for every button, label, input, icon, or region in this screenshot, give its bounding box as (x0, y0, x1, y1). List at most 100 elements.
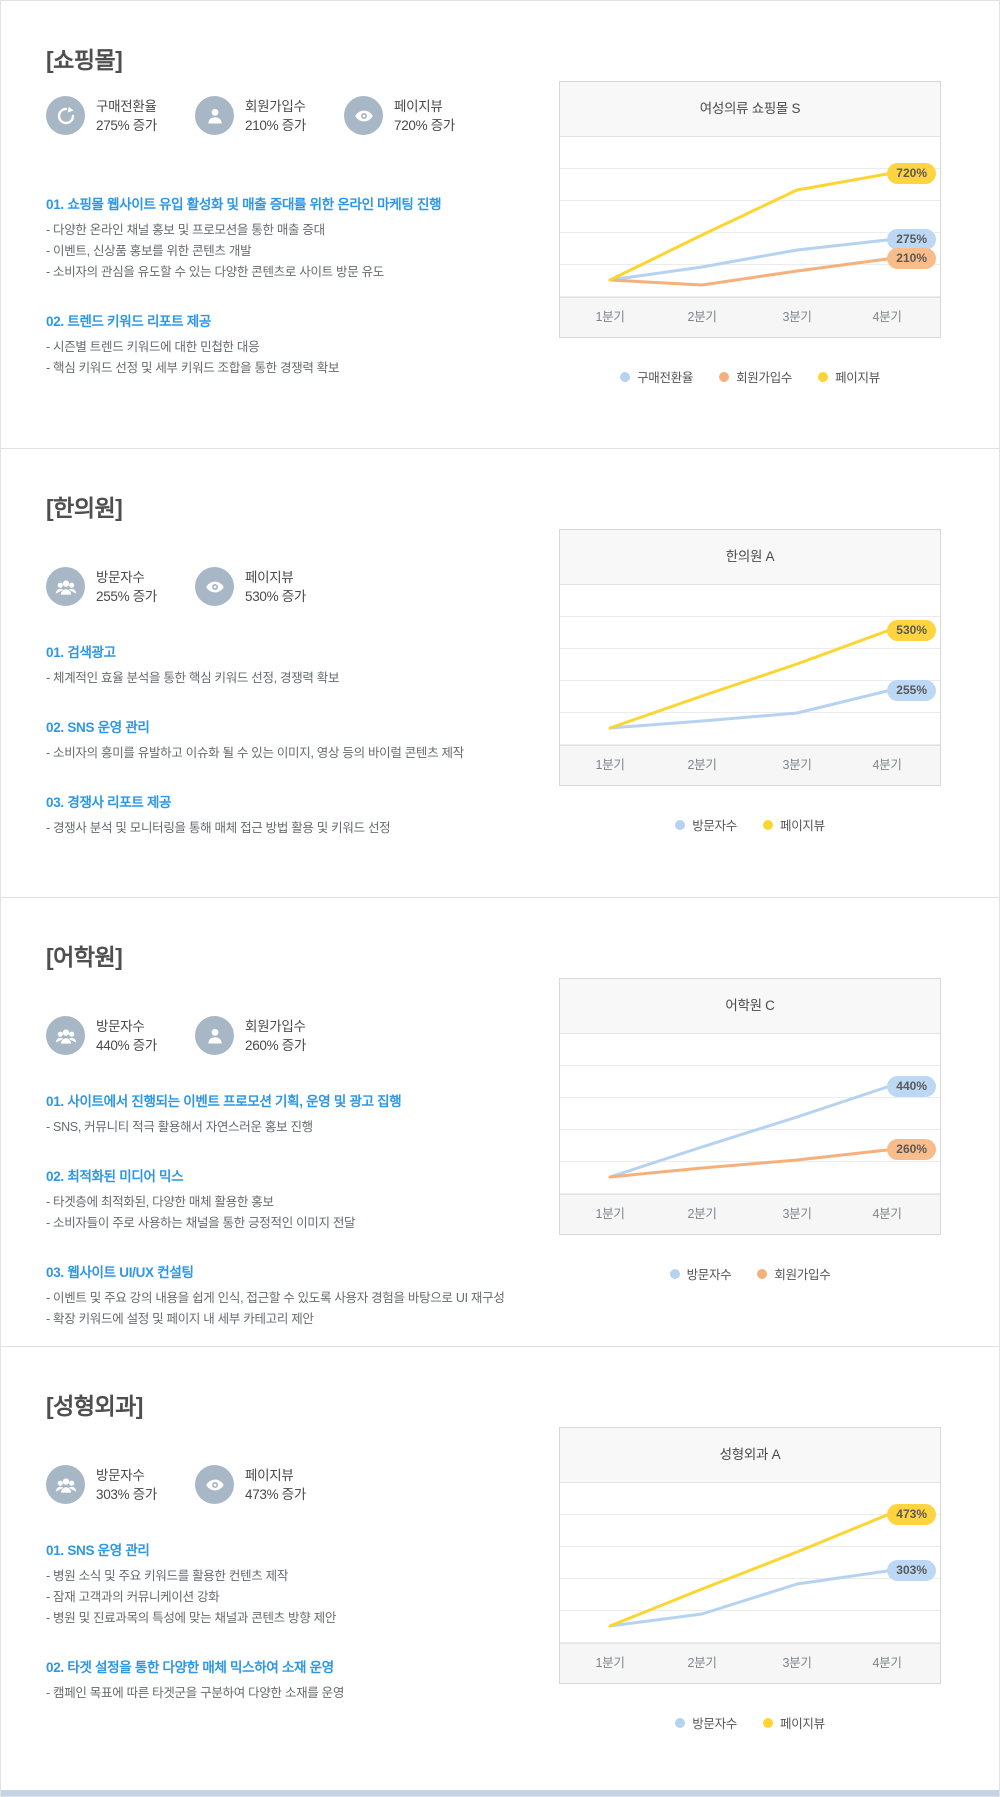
line-방문자수 (608, 1085, 889, 1179)
value-badge-페이지뷰: 530% (887, 620, 936, 641)
legend-label: 방문자수 (692, 819, 737, 833)
legend-label: 페이지뷰 (835, 371, 880, 385)
chart-plot-area: 440% 260% (560, 1034, 940, 1194)
section-title: [성형외과] (46, 1393, 143, 1419)
stat-value: 260% 증가 (245, 1037, 307, 1053)
item-bullet: - 병원 및 진료과목의 특성에 맞는 채널과 콘텐츠 방향 제안 (46, 1611, 337, 1625)
x-axis-label: 2분기 (687, 310, 717, 324)
item-heading: 01. SNS 운영 관리 (46, 1543, 150, 1558)
item-heading: 02. 트렌드 키워드 리포트 제공 (46, 314, 211, 329)
stats-row: 방문자수 255% 증가 페이지뷰 530% 증가 (46, 567, 344, 606)
stat-text: 방문자수 440% 증가 (96, 1017, 157, 1055)
visitors-icon-circle (46, 1465, 85, 1504)
chart-x-axis: 1분기 2분기 3분기 4분기 (560, 745, 940, 785)
stat-구매전환율: 구매전환율 275% 증가 (46, 96, 195, 135)
stats-row: 방문자수 303% 증가 페이지뷰 473% 증가 (46, 1465, 344, 1504)
line-페이지뷰 (608, 172, 889, 282)
chart-x-axis: 1분기 2분기 3분기 4분기 (560, 297, 940, 337)
stat-text: 회원가입수 260% 증가 (245, 1017, 306, 1055)
stat-value: 275% 증가 (96, 117, 158, 133)
item-heading: 03. 웹사이트 UI/UX 컨설팅 (46, 1265, 194, 1280)
legend-dot (719, 371, 730, 382)
stat-label: 회원가입수 (245, 98, 306, 114)
x-axis-label: 3분기 (782, 310, 812, 324)
pageview-icon (205, 581, 224, 592)
item-heading: 01. 검색광고 (46, 645, 116, 660)
line-회원가입수 (608, 1148, 889, 1179)
result-chart: 성형외과 A 303% 473% 1분기 2분기 3분기 4분기 (559, 1427, 941, 1684)
line-방문자수 (608, 689, 889, 730)
stat-label: 페이지뷰 (245, 1467, 294, 1483)
stat-text: 회원가입수 210% 증가 (245, 97, 306, 135)
item-heading: 01. 쇼핑몰 웹사이트 유입 활성화 및 매출 증대를 위한 온라인 마케팅 … (46, 197, 442, 212)
item-bullet: - 확장 키워드에 설정 및 페이지 내 세부 카테고리 제안 (46, 1312, 314, 1326)
chart-title: 한의원 A (560, 530, 940, 585)
case-study-section: [한의원] 방문자수 255% 증가 페이지뷰 530% 증가 01. 검색광고 - … (1, 449, 999, 898)
chart-lines (608, 1085, 889, 1179)
stat-text: 방문자수 255% 증가 (96, 568, 157, 606)
member-icon (207, 1028, 222, 1043)
stat-label: 방문자수 (96, 1018, 145, 1034)
service-item: 01. 사이트에서 진행되는 이벤트 프로모션 기획, 운영 및 광고 집행 - … (46, 1090, 562, 1138)
stat-value: 440% 증가 (96, 1037, 158, 1053)
x-axis-label: 4분기 (872, 310, 902, 324)
member-icon (207, 108, 222, 123)
member-icon-circle (195, 1016, 234, 1055)
pageview-icon-circle (195, 1465, 234, 1504)
stat-label: 페이지뷰 (394, 98, 443, 114)
legend-label: 회원가입수 (774, 1268, 831, 1282)
item-heading: 01. 사이트에서 진행되는 이벤트 프로모션 기획, 운영 및 광고 집행 (46, 1094, 402, 1109)
result-chart: 여성의류 쇼핑몰 S 275% 210% 720% 1분기 2분기 3분기 4분기 (559, 81, 941, 338)
item-bullet: - 캠페인 목표에 따른 타겟군을 구분하여 다양한 소재를 운영 (46, 1686, 345, 1700)
case-study-section: [쇼핑몰] 구매전환율 275% 증가 회원가입수 210% 증가 페이지뷰 720%… (1, 1, 999, 449)
service-item: 02. 트렌드 키워드 리포트 제공 - 시즌별 트렌드 키워드에 대한 민첩한 … (46, 310, 562, 379)
x-axis-label: 3분기 (782, 1207, 812, 1221)
service-item: 01. SNS 운영 관리 - 병원 소식 및 주요 키워드를 활용한 컨텐츠 제… (46, 1539, 562, 1629)
legend-dot (818, 371, 829, 382)
item-bullet: - 이벤트, 신상품 홍보를 위한 콘텐츠 개발 (46, 244, 252, 258)
x-axis-label: 1분기 (595, 1207, 625, 1221)
item-heading: 02. SNS 운영 관리 (46, 720, 150, 735)
stat-value: 255% 증가 (96, 588, 158, 604)
value-badge-방문자수: 303% (887, 1560, 936, 1581)
chart-plot-area: 255% 530% (560, 585, 940, 745)
x-axis-label: 3분기 (782, 1656, 812, 1670)
case-study-section: [어학원] 방문자수 440% 증가 회원가입수 260% 증가 01. 사이트에서… (1, 898, 999, 1347)
x-axis-label: 2분기 (687, 1207, 717, 1221)
service-item: 02. SNS 운영 관리 - 소비자의 흥미를 유발하고 이슈화 될 수 있는 … (46, 716, 562, 764)
x-axis-label: 2분기 (687, 758, 717, 772)
pageview-icon-circle (344, 96, 383, 135)
refresh-icon (57, 106, 74, 124)
stat-value: 473% 증가 (245, 1486, 307, 1502)
chart-lines (608, 629, 889, 730)
chart-legend: 방문자수 회원가입수 (559, 1264, 941, 1283)
value-badge-회원가입수: 210% (887, 248, 936, 269)
footer-accent-bar (1, 1790, 999, 1796)
item-bullet: - SNS, 커뮤니티 적극 활용해서 자연스러운 홍보 진행 (46, 1120, 313, 1134)
legend-item-회원가입수: 회원가입수 (757, 1264, 831, 1283)
legend-label: 페이지뷰 (780, 819, 825, 833)
stat-text: 구매전환율 275% 증가 (96, 97, 157, 135)
chart-lines (608, 1513, 889, 1628)
stat-text: 페이지뷰 720% 증가 (394, 97, 455, 135)
chart-plot-area: 275% 210% 720% (560, 137, 940, 297)
item-bullet: - 체계적인 효율 분석을 통한 핵심 키워드 선정, 경쟁력 확보 (46, 671, 340, 685)
service-items: 01. 쇼핑몰 웹사이트 유입 활성화 및 매출 증대를 위한 온라인 마케팅 … (46, 193, 562, 406)
legend-label: 방문자수 (686, 1268, 732, 1282)
legend-item-방문자수: 방문자수 (669, 1264, 732, 1283)
value-badge-방문자수: 440% (887, 1076, 936, 1097)
stats-row: 구매전환율 275% 증가 회원가입수 210% 증가 페이지뷰 720% 증가 (46, 96, 493, 135)
chart-plot-area: 303% 473% (560, 1483, 940, 1643)
stat-text: 페이지뷰 473% 증가 (245, 1466, 306, 1504)
legend-dot (669, 1268, 680, 1279)
item-heading: 02. 최적화된 미디어 믹스 (46, 1169, 184, 1184)
stat-text: 페이지뷰 530% 증가 (245, 568, 306, 606)
chart-legend: 방문자수 페이지뷰 (559, 1713, 941, 1732)
value-badge-방문자수: 255% (887, 680, 936, 701)
legend-dot (620, 371, 631, 382)
result-chart: 한의원 A 255% 530% 1분기 2분기 3분기 4분기 (559, 529, 941, 786)
legend-item-구매전환율: 구매전환율 (620, 367, 693, 386)
line-페이지뷰 (608, 629, 889, 730)
stat-방문자수: 방문자수 303% 증가 (46, 1465, 195, 1504)
